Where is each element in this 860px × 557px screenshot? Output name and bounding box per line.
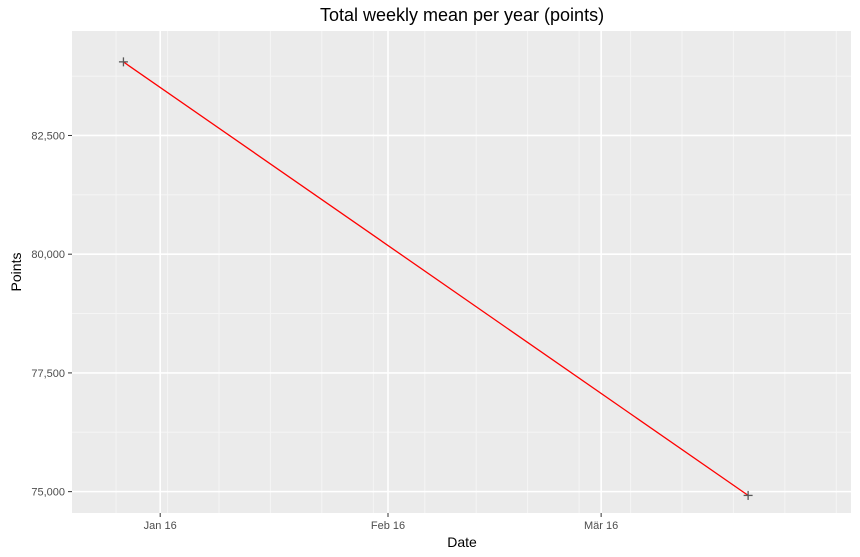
y-axis-title: Points xyxy=(8,253,24,292)
major-gridlines xyxy=(72,31,851,513)
y-tick-label: 77,500 xyxy=(31,368,65,380)
y-tick-label: 82,500 xyxy=(31,130,65,142)
x-axis: Jan 16 Feb 16 Mär 16 xyxy=(144,513,618,532)
data-point-marker xyxy=(743,490,753,500)
y-tick-label: 80,000 xyxy=(31,249,65,261)
series-layer xyxy=(123,61,749,496)
minor-gridlines xyxy=(72,31,851,513)
markers-layer xyxy=(118,57,753,500)
plot-panel xyxy=(72,31,851,513)
y-axis: 75,000 77,500 80,000 82,500 xyxy=(31,130,72,499)
x-tick-label: Mär 16 xyxy=(584,520,618,532)
chart-title: Total weekly mean per year (points) xyxy=(320,5,604,25)
x-tick-label: Jan 16 xyxy=(144,520,177,532)
x-tick-label: Feb 16 xyxy=(371,520,405,532)
x-axis-title: Date xyxy=(447,534,477,550)
data-point-marker xyxy=(118,57,128,67)
y-tick-label: 75,000 xyxy=(31,487,65,499)
series-line xyxy=(123,61,749,496)
